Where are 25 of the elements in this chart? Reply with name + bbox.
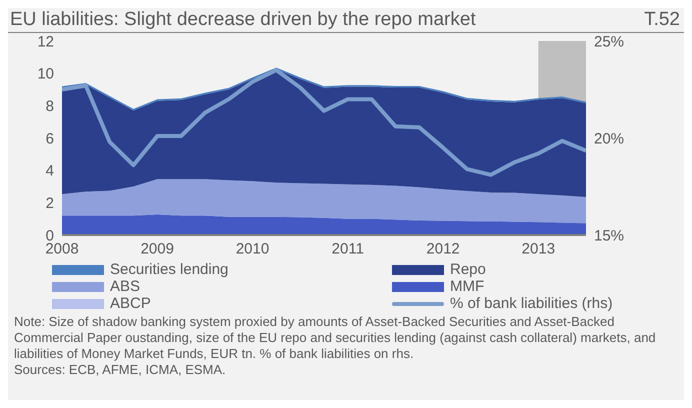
y2-tick-label: 20%	[594, 130, 624, 148]
text: Note: Size of shadow banking system proxied by amounts of Asset-Backed Securities and Asset-Backed Commercial Paper oustanding, size of the EU repo and securities lending (against cash collateral) markets, and liabilities of Money Market Funds, EUR tn. % of bank liabilities on rhs.	[14, 314, 657, 362]
y-tick-label: 6	[46, 130, 54, 148]
legend-label: MMF	[450, 278, 484, 295]
y2-tick-label: 25%	[594, 33, 624, 50]
source-note: Sources: ECB, AFME, ICMA, ESMA.	[14, 362, 227, 378]
legend-label: ABCP	[110, 295, 151, 312]
x-tick-label: 2013	[522, 240, 556, 258]
legend-label: ABS	[110, 278, 140, 295]
x-tick-label: 2012	[426, 240, 460, 258]
y-tick-label: 4	[46, 162, 54, 180]
x-tick-label: 2010	[236, 240, 270, 258]
legend-label: Securities lending	[110, 261, 228, 278]
text: T.52	[644, 8, 680, 32]
y2-tick-label: 15%	[594, 227, 624, 244]
y-tick-label: 2	[46, 194, 54, 212]
line-series	[62, 68, 586, 177]
y-tick-label: 12	[37, 33, 54, 50]
legend-label: % of bank liabilities (rhs)	[450, 295, 613, 312]
chart-title: EU liabilities: Slight decrease driven by the repo market	[10, 8, 476, 32]
x-tick-label: 2011	[332, 240, 364, 258]
y-tick-label: 10	[37, 66, 54, 83]
legend-label: Repo	[450, 261, 486, 278]
y-tick-label: 8	[46, 98, 54, 115]
x-tick-label: 2009	[140, 240, 174, 258]
